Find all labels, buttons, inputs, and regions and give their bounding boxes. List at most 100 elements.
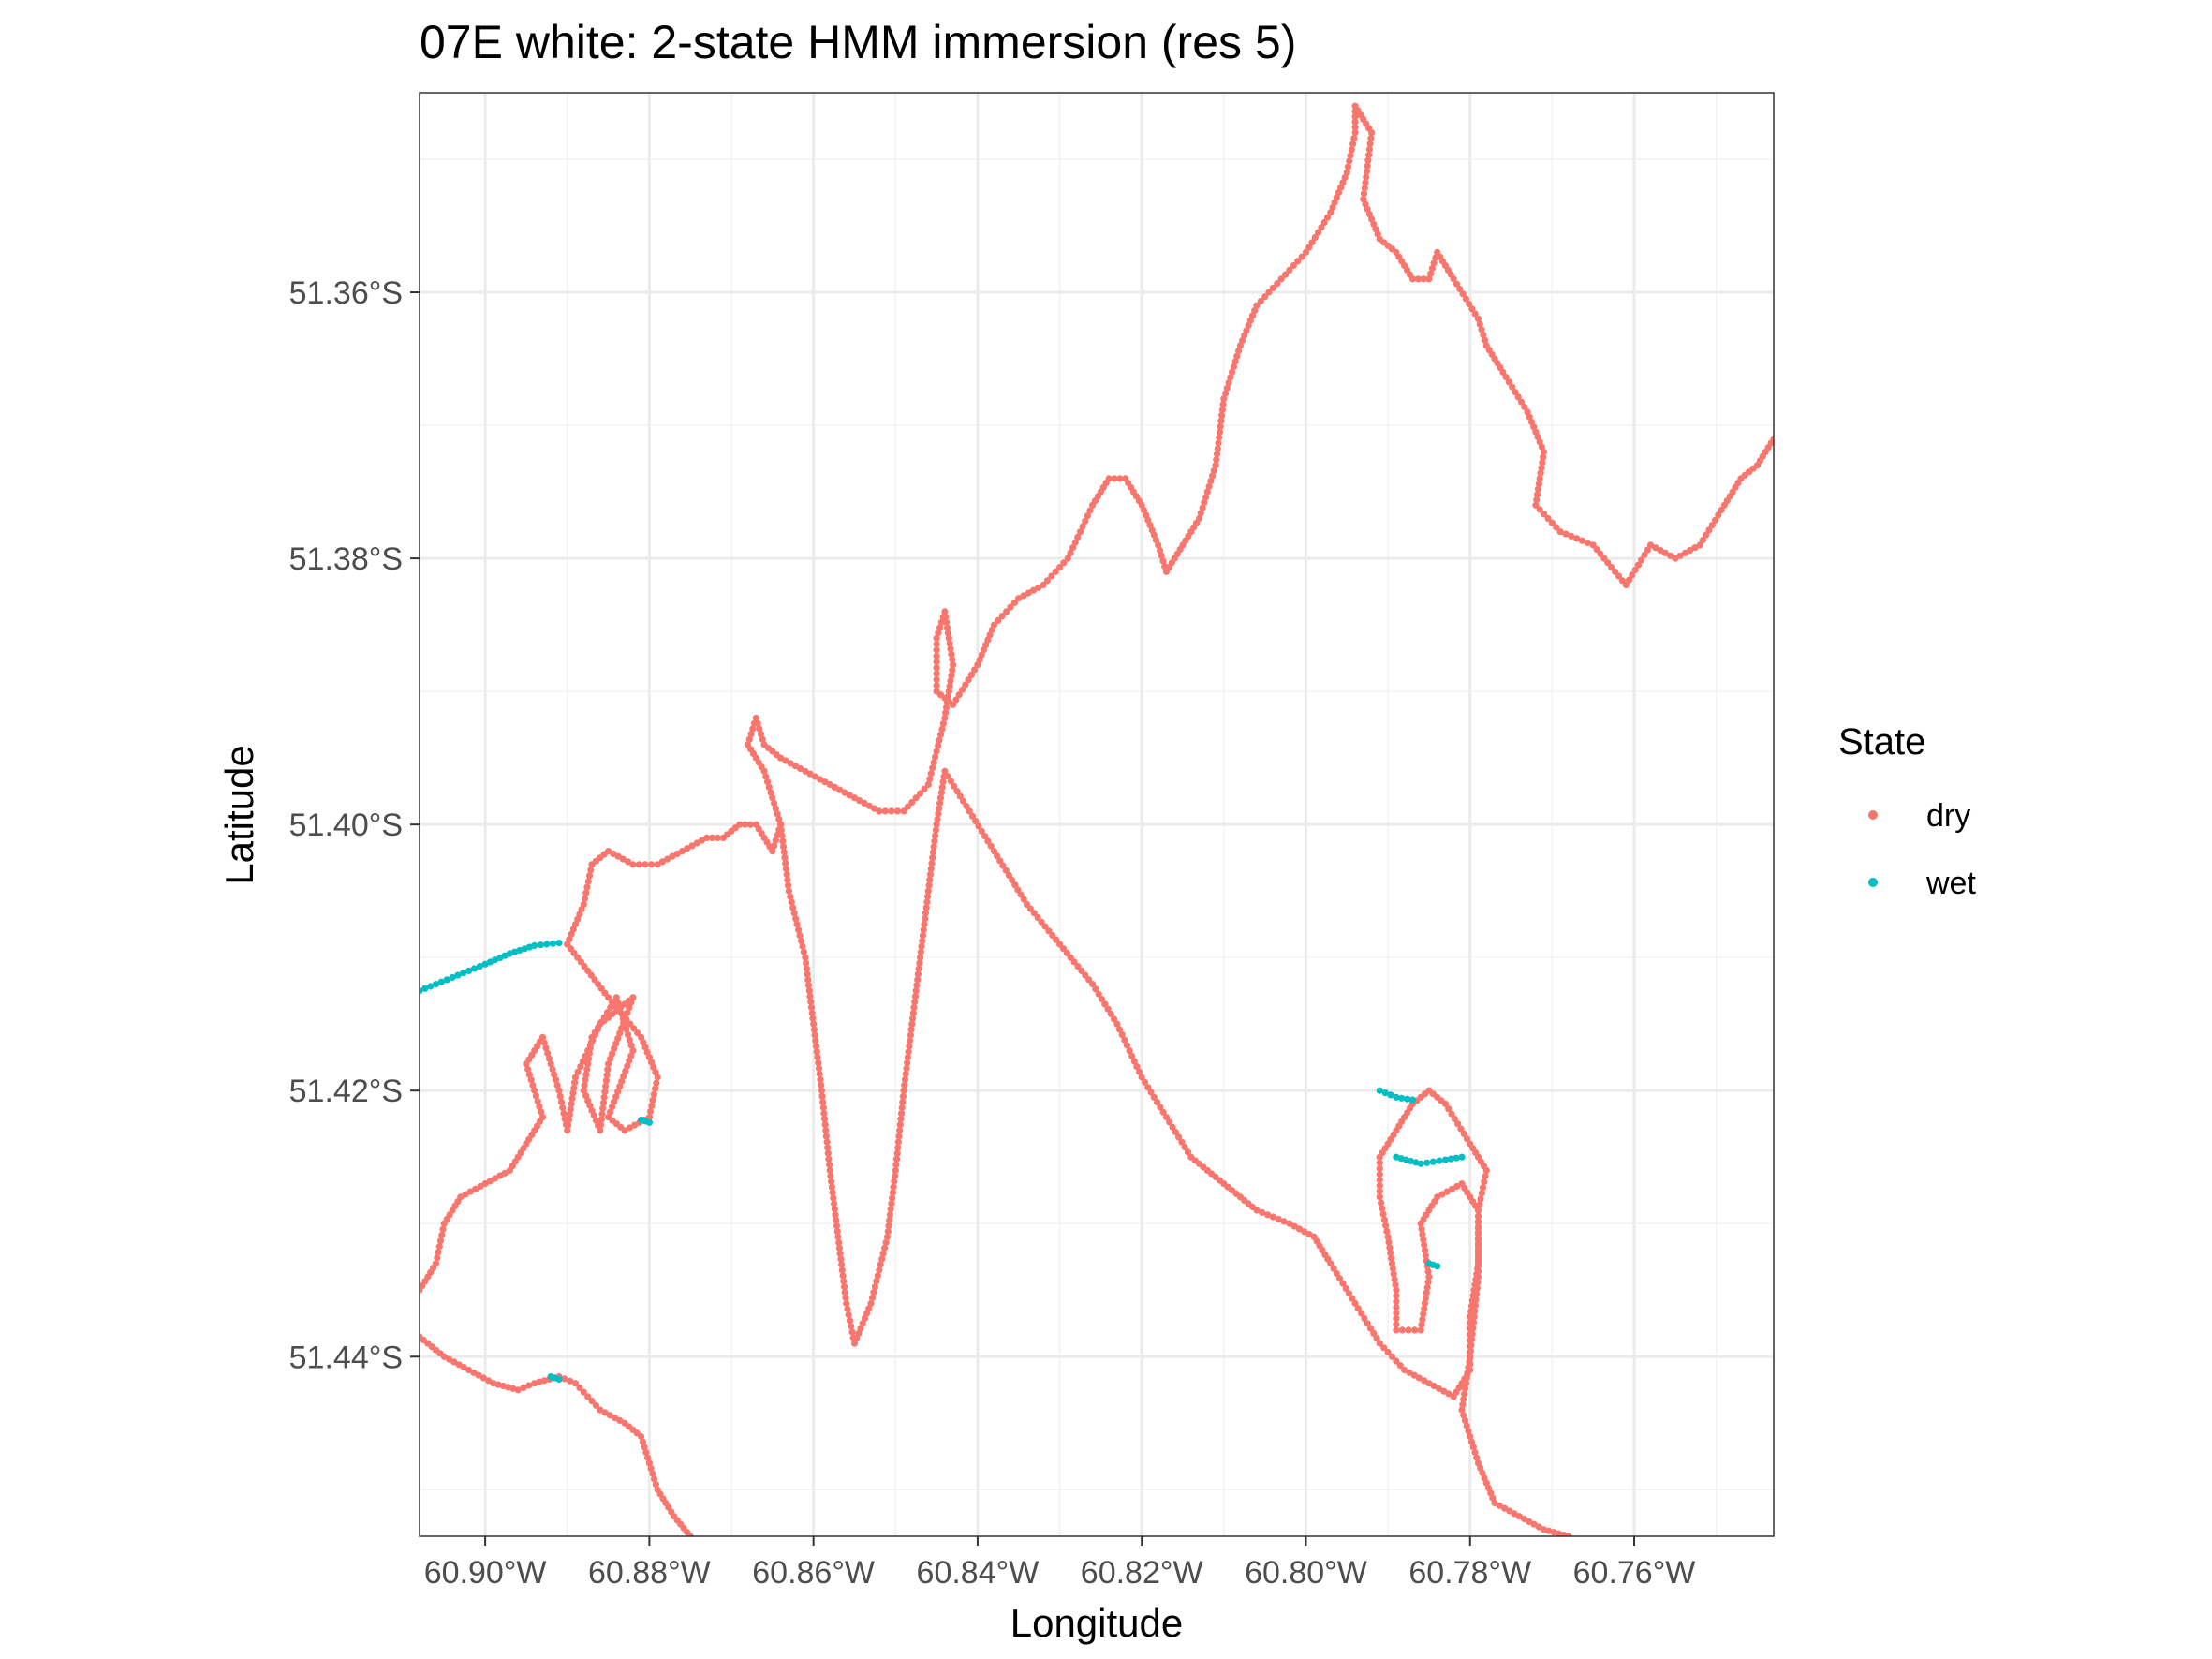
track-point-dry — [971, 666, 979, 674]
track-point-dry — [626, 1036, 633, 1044]
track-point-dry — [1467, 1432, 1474, 1441]
track-point-dry — [644, 1454, 652, 1461]
track-point-dry — [589, 1036, 597, 1044]
track-point-dry — [1379, 1205, 1386, 1212]
track-point-dry — [903, 1064, 910, 1073]
track-point-dry — [582, 1091, 590, 1100]
track-point-dry — [803, 959, 810, 967]
track-point-dry — [1391, 1276, 1398, 1283]
track-point-dry — [523, 1060, 530, 1068]
track-point-dry — [792, 915, 800, 923]
track-point-dry — [806, 770, 814, 778]
track-point-dry — [1604, 559, 1612, 567]
track-point-dry — [931, 837, 938, 845]
track-point-dry — [978, 827, 985, 835]
track-point-dry — [752, 714, 759, 722]
track-point-dry — [936, 794, 945, 802]
track-point-dry — [603, 1072, 611, 1079]
track-point-dry — [1458, 1406, 1466, 1414]
track-point-dry — [584, 1060, 592, 1068]
track-point-dry — [900, 1087, 907, 1094]
track-point-wet — [1458, 1153, 1466, 1161]
track-point-dry — [878, 1255, 886, 1263]
track-point-dry — [470, 1369, 478, 1376]
track-point-dry — [802, 954, 809, 961]
track-point-dry — [1536, 475, 1543, 482]
track-point-wet — [1387, 1091, 1394, 1099]
track-point-dry — [933, 664, 940, 672]
track-point-dry — [1086, 507, 1094, 514]
track-point-dry — [527, 1076, 535, 1084]
track-point-dry — [1143, 511, 1150, 519]
track-point-dry — [648, 1059, 656, 1066]
track-point-dry — [1573, 535, 1581, 542]
track-point-dry — [1534, 485, 1542, 493]
track-point-wet — [476, 963, 483, 970]
track-point-dry — [1067, 549, 1074, 557]
track-point-dry — [620, 1073, 627, 1080]
track-point-dry — [804, 976, 812, 984]
track-point-dry — [602, 1082, 610, 1090]
track-point-dry — [1370, 1329, 1378, 1337]
track-point-dry — [1474, 1229, 1482, 1237]
track-point-dry — [1202, 494, 1210, 501]
track-point-dry — [1517, 398, 1526, 406]
track-point-dry — [1217, 422, 1224, 430]
track-point-wet — [531, 941, 538, 950]
track-point-dry — [945, 688, 952, 695]
track-point-dry — [774, 810, 781, 818]
track-point-dry — [1415, 1374, 1423, 1382]
track-point-dry — [420, 1286, 423, 1294]
track-point-dry — [1290, 1222, 1298, 1230]
track-point-dry — [915, 965, 922, 972]
track-point-dry — [477, 1182, 484, 1191]
track-point-dry — [945, 634, 952, 642]
track-point-dry — [638, 1432, 645, 1441]
track-point-dry — [921, 785, 928, 792]
track-point-dry — [1405, 1326, 1412, 1334]
track-point-wet — [645, 1118, 654, 1126]
track-point-dry — [1530, 423, 1538, 431]
track-point-dry — [955, 691, 963, 699]
track-point-dry — [805, 987, 813, 995]
track-point-dry — [1041, 923, 1049, 930]
track-point-dry — [758, 731, 765, 738]
track-point-dry — [614, 1088, 622, 1095]
track-point-dry — [1166, 1118, 1173, 1126]
track-point-dry — [1361, 185, 1368, 192]
legend-key-dry — [1868, 810, 1878, 820]
track-point-dry — [1440, 1387, 1448, 1395]
track-point-dry — [906, 1043, 913, 1050]
track-point-dry — [612, 1040, 620, 1047]
track-point-dry — [1367, 134, 1375, 142]
track-point-dry — [1216, 428, 1224, 436]
track-point-dry — [1376, 1153, 1383, 1161]
track-point-dry — [1082, 517, 1089, 525]
track-point-dry — [936, 799, 944, 807]
track-point-wet — [1398, 1094, 1406, 1102]
track-point-dry — [1530, 1520, 1538, 1528]
track-point-dry — [950, 701, 957, 708]
track-point-dry — [778, 832, 786, 839]
track-point-dry — [1339, 179, 1347, 186]
track-point-dry — [936, 736, 943, 744]
track-point-dry — [833, 1222, 841, 1230]
track-point-dry — [1445, 1105, 1453, 1113]
track-point-dry — [822, 1133, 831, 1140]
track-point-dry — [1269, 284, 1276, 291]
track-point-dry — [654, 861, 661, 868]
track-point-dry — [1305, 244, 1313, 251]
track-point-dry — [810, 1020, 818, 1028]
track-point-dry — [946, 682, 953, 690]
track-point-dry — [787, 760, 794, 767]
track-point-dry — [1584, 539, 1591, 547]
track-point-dry — [1672, 555, 1679, 562]
track-point-dry — [1474, 1256, 1482, 1264]
track-point-dry — [1464, 1369, 1471, 1376]
track-point-dry — [1214, 445, 1221, 452]
track-point-dry — [815, 1059, 822, 1067]
track-point-dry — [888, 807, 895, 815]
track-point-wet — [1393, 1093, 1400, 1101]
track-point-dry — [525, 1071, 534, 1078]
track-point-dry — [549, 1065, 556, 1074]
